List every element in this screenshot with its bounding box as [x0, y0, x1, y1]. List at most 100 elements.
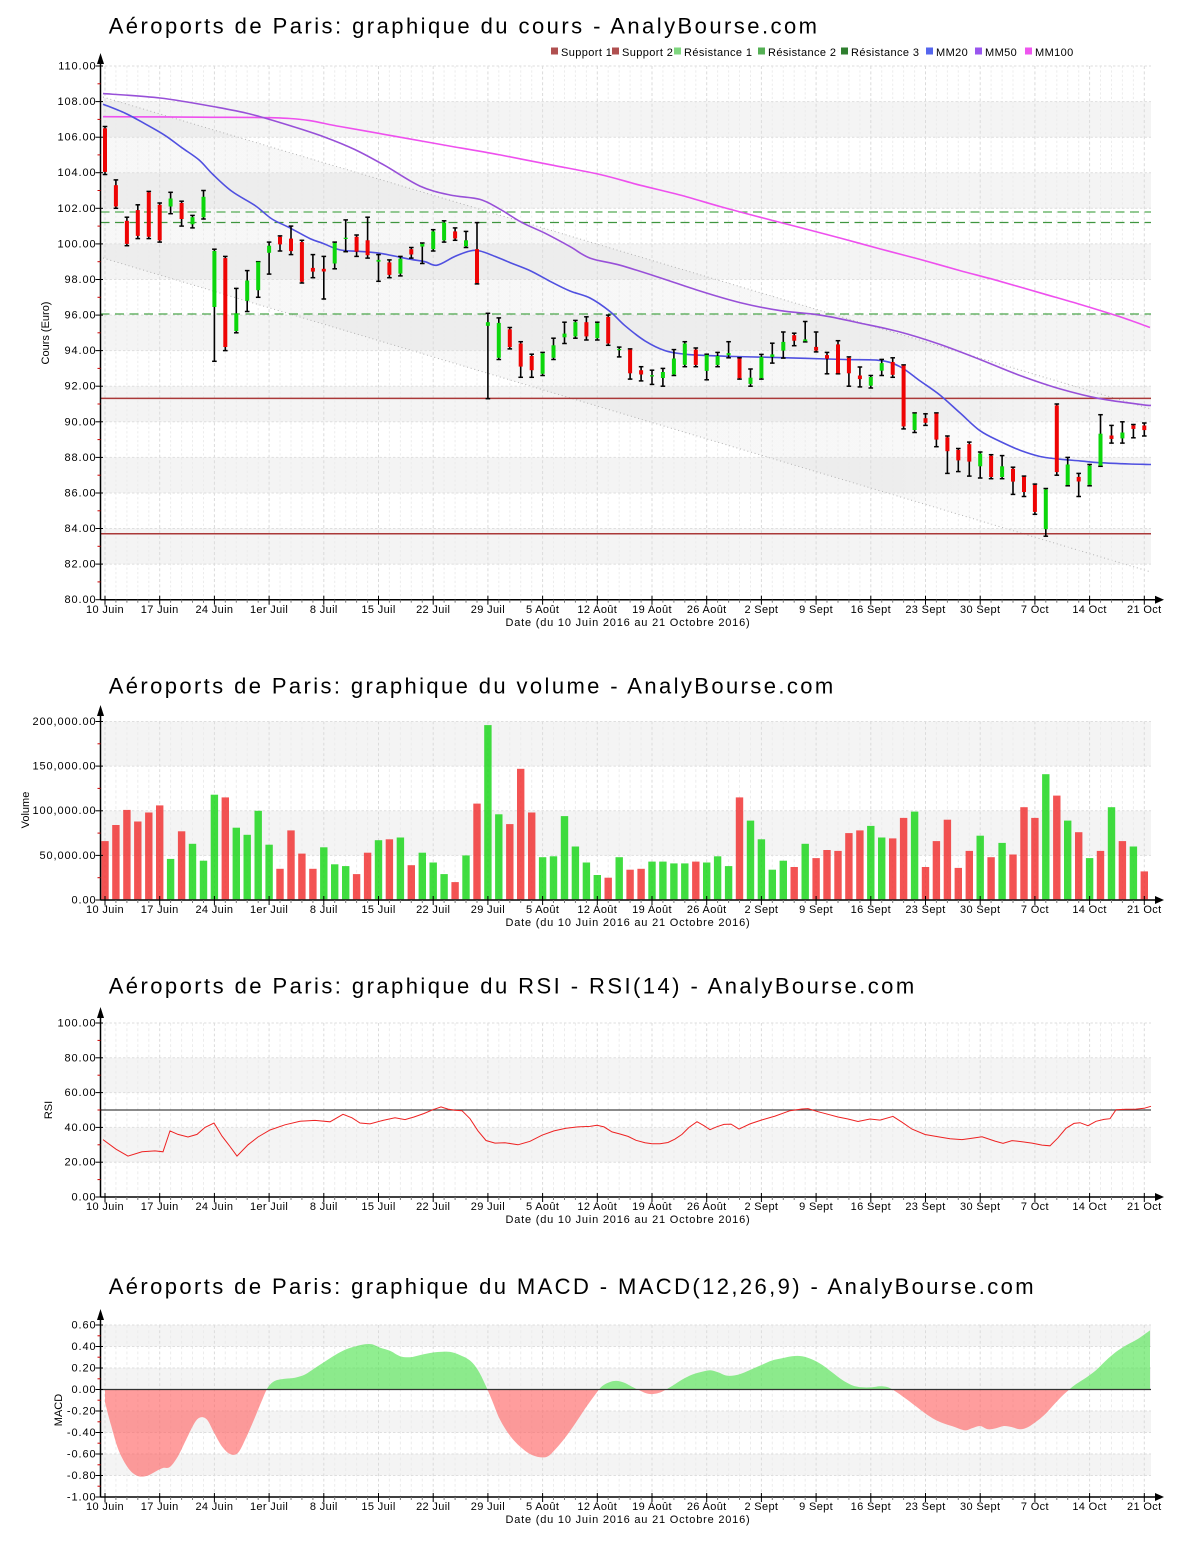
svg-text:98.00: 98.00 [64, 274, 96, 286]
svg-text:MACD: MACD [53, 1394, 65, 1426]
svg-text:Date (du 10 Juin 2016 au 21 Oc: Date (du 10 Juin 2016 au 21 Octobre 2016… [505, 617, 750, 629]
svg-text:80.00: 80.00 [64, 1052, 96, 1064]
svg-text:0.20: 0.20 [71, 1363, 96, 1375]
svg-text:50,000.00: 50,000.00 [39, 850, 96, 862]
svg-text:30 Sept: 30 Sept [960, 1501, 1000, 1513]
svg-text:21 Oct: 21 Oct [1127, 904, 1162, 916]
svg-text:9 Sept: 9 Sept [799, 1501, 833, 1513]
svg-text:102.00: 102.00 [57, 203, 96, 215]
svg-text:9 Sept: 9 Sept [799, 604, 833, 616]
svg-text:Aéroports de Paris: graphique: Aéroports de Paris: graphique du MACD - … [109, 1274, 1036, 1299]
svg-text:14 Oct: 14 Oct [1072, 604, 1107, 616]
svg-text:9 Sept: 9 Sept [799, 1201, 833, 1213]
svg-text:15 Juil: 15 Juil [361, 604, 395, 616]
svg-text:7 Oct: 7 Oct [1021, 604, 1049, 616]
svg-text:106.00: 106.00 [57, 132, 96, 144]
svg-text:Date (du 10 Juin 2016 au 21 Oc: Date (du 10 Juin 2016 au 21 Octobre 2016… [505, 917, 750, 929]
svg-text:80.00: 80.00 [64, 594, 96, 606]
svg-text:Support 2: Support 2 [622, 47, 673, 59]
svg-text:1er Juil: 1er Juil [250, 604, 288, 616]
svg-text:0.00: 0.00 [71, 895, 96, 907]
svg-text:14 Oct: 14 Oct [1072, 904, 1107, 916]
svg-text:15 Juil: 15 Juil [361, 1501, 395, 1513]
svg-text:92.00: 92.00 [64, 381, 96, 393]
svg-text:100.00: 100.00 [57, 238, 96, 250]
svg-text:2 Sept: 2 Sept [744, 904, 778, 916]
svg-text:22 Juil: 22 Juil [416, 1501, 450, 1513]
svg-text:5 Août: 5 Août [526, 1501, 559, 1513]
svg-text:10 Juin: 10 Juin [86, 1201, 124, 1213]
svg-text:96.00: 96.00 [64, 310, 96, 322]
svg-text:24 Juin: 24 Juin [195, 1501, 233, 1513]
svg-text:110.00: 110.00 [58, 61, 96, 73]
svg-text:5 Août: 5 Août [526, 904, 559, 916]
svg-text:24 Juin: 24 Juin [195, 904, 233, 916]
svg-text:Résistance 2: Résistance 2 [768, 47, 836, 59]
svg-text:14 Oct: 14 Oct [1072, 1501, 1107, 1513]
svg-text:10 Juin: 10 Juin [86, 904, 124, 916]
svg-text:86.00: 86.00 [64, 488, 96, 500]
svg-text:82.00: 82.00 [64, 559, 96, 571]
svg-text:12 Août: 12 Août [577, 1501, 617, 1513]
svg-text:23 Sept: 23 Sept [905, 1201, 945, 1213]
svg-text:-0.20: -0.20 [67, 1406, 97, 1418]
svg-text:Cours (Euro): Cours (Euro) [40, 302, 52, 365]
svg-text:30 Sept: 30 Sept [960, 604, 1000, 616]
svg-text:2 Sept: 2 Sept [744, 604, 778, 616]
svg-text:29 Juil: 29 Juil [471, 904, 505, 916]
svg-text:8 Juil: 8 Juil [310, 904, 338, 916]
svg-text:10 Juin: 10 Juin [86, 604, 124, 616]
svg-text:Date (du 10 Juin 2016 au 21 Oc: Date (du 10 Juin 2016 au 21 Octobre 2016… [505, 1514, 750, 1526]
svg-text:2 Sept: 2 Sept [744, 1201, 778, 1213]
svg-text:MM100: MM100 [1035, 47, 1074, 59]
svg-text:1er Juil: 1er Juil [250, 1201, 288, 1213]
svg-text:17 Juin: 17 Juin [141, 904, 179, 916]
svg-text:23 Sept: 23 Sept [905, 604, 945, 616]
svg-text:-1.00: -1.00 [67, 1492, 97, 1504]
svg-text:94.00: 94.00 [64, 345, 96, 357]
svg-text:100.00: 100.00 [57, 1018, 96, 1030]
svg-text:8 Juil: 8 Juil [310, 1501, 338, 1513]
svg-text:Résistance 3: Résistance 3 [851, 47, 919, 59]
svg-text:15 Juil: 15 Juil [361, 1201, 395, 1213]
svg-text:7 Oct: 7 Oct [1021, 1501, 1049, 1513]
svg-text:26 Août: 26 Août [687, 1501, 727, 1513]
svg-text:23 Sept: 23 Sept [905, 904, 945, 916]
svg-text:16 Sept: 16 Sept [851, 604, 891, 616]
svg-text:108.00: 108.00 [57, 96, 96, 108]
svg-text:150,000.00: 150,000.00 [32, 761, 96, 773]
svg-text:7 Oct: 7 Oct [1021, 904, 1049, 916]
svg-text:Aéroports de Paris: graphique: Aéroports de Paris: graphique du volume … [109, 674, 836, 699]
svg-text:0.00: 0.00 [71, 1384, 96, 1396]
svg-text:Résistance 1: Résistance 1 [684, 47, 752, 59]
svg-text:0.60: 0.60 [71, 1320, 96, 1332]
svg-text:21 Oct: 21 Oct [1127, 604, 1162, 616]
svg-text:0.40: 0.40 [71, 1341, 96, 1353]
svg-text:Date (du 10 Juin 2016 au 21 Oc: Date (du 10 Juin 2016 au 21 Octobre 2016… [505, 1214, 750, 1226]
svg-text:17 Juin: 17 Juin [141, 604, 179, 616]
svg-text:5 Août: 5 Août [526, 1201, 559, 1213]
svg-text:88.00: 88.00 [64, 452, 96, 464]
svg-text:5 Août: 5 Août [526, 604, 559, 616]
svg-text:8 Juil: 8 Juil [310, 1201, 338, 1213]
svg-text:15 Juil: 15 Juil [361, 904, 395, 916]
svg-text:16 Sept: 16 Sept [851, 1201, 891, 1213]
svg-text:20.00: 20.00 [64, 1157, 96, 1169]
svg-text:-0.40: -0.40 [67, 1427, 97, 1439]
svg-text:12 Août: 12 Août [577, 1201, 617, 1213]
svg-text:1er Juil: 1er Juil [250, 1501, 288, 1513]
svg-text:26 Août: 26 Août [687, 1201, 727, 1213]
svg-text:19 Août: 19 Août [632, 1201, 672, 1213]
svg-text:19 Août: 19 Août [632, 904, 672, 916]
svg-text:29 Juil: 29 Juil [471, 604, 505, 616]
svg-text:2 Sept: 2 Sept [744, 1501, 778, 1513]
svg-text:17 Juin: 17 Juin [141, 1201, 179, 1213]
svg-text:84.00: 84.00 [64, 523, 96, 535]
svg-text:19 Août: 19 Août [632, 1501, 672, 1513]
svg-text:17 Juin: 17 Juin [141, 1501, 179, 1513]
svg-text:30 Sept: 30 Sept [960, 904, 1000, 916]
svg-text:23 Sept: 23 Sept [905, 1501, 945, 1513]
svg-text:26 Août: 26 Août [687, 904, 727, 916]
svg-text:24 Juin: 24 Juin [195, 604, 233, 616]
svg-text:200,000.00: 200,000.00 [32, 716, 96, 728]
